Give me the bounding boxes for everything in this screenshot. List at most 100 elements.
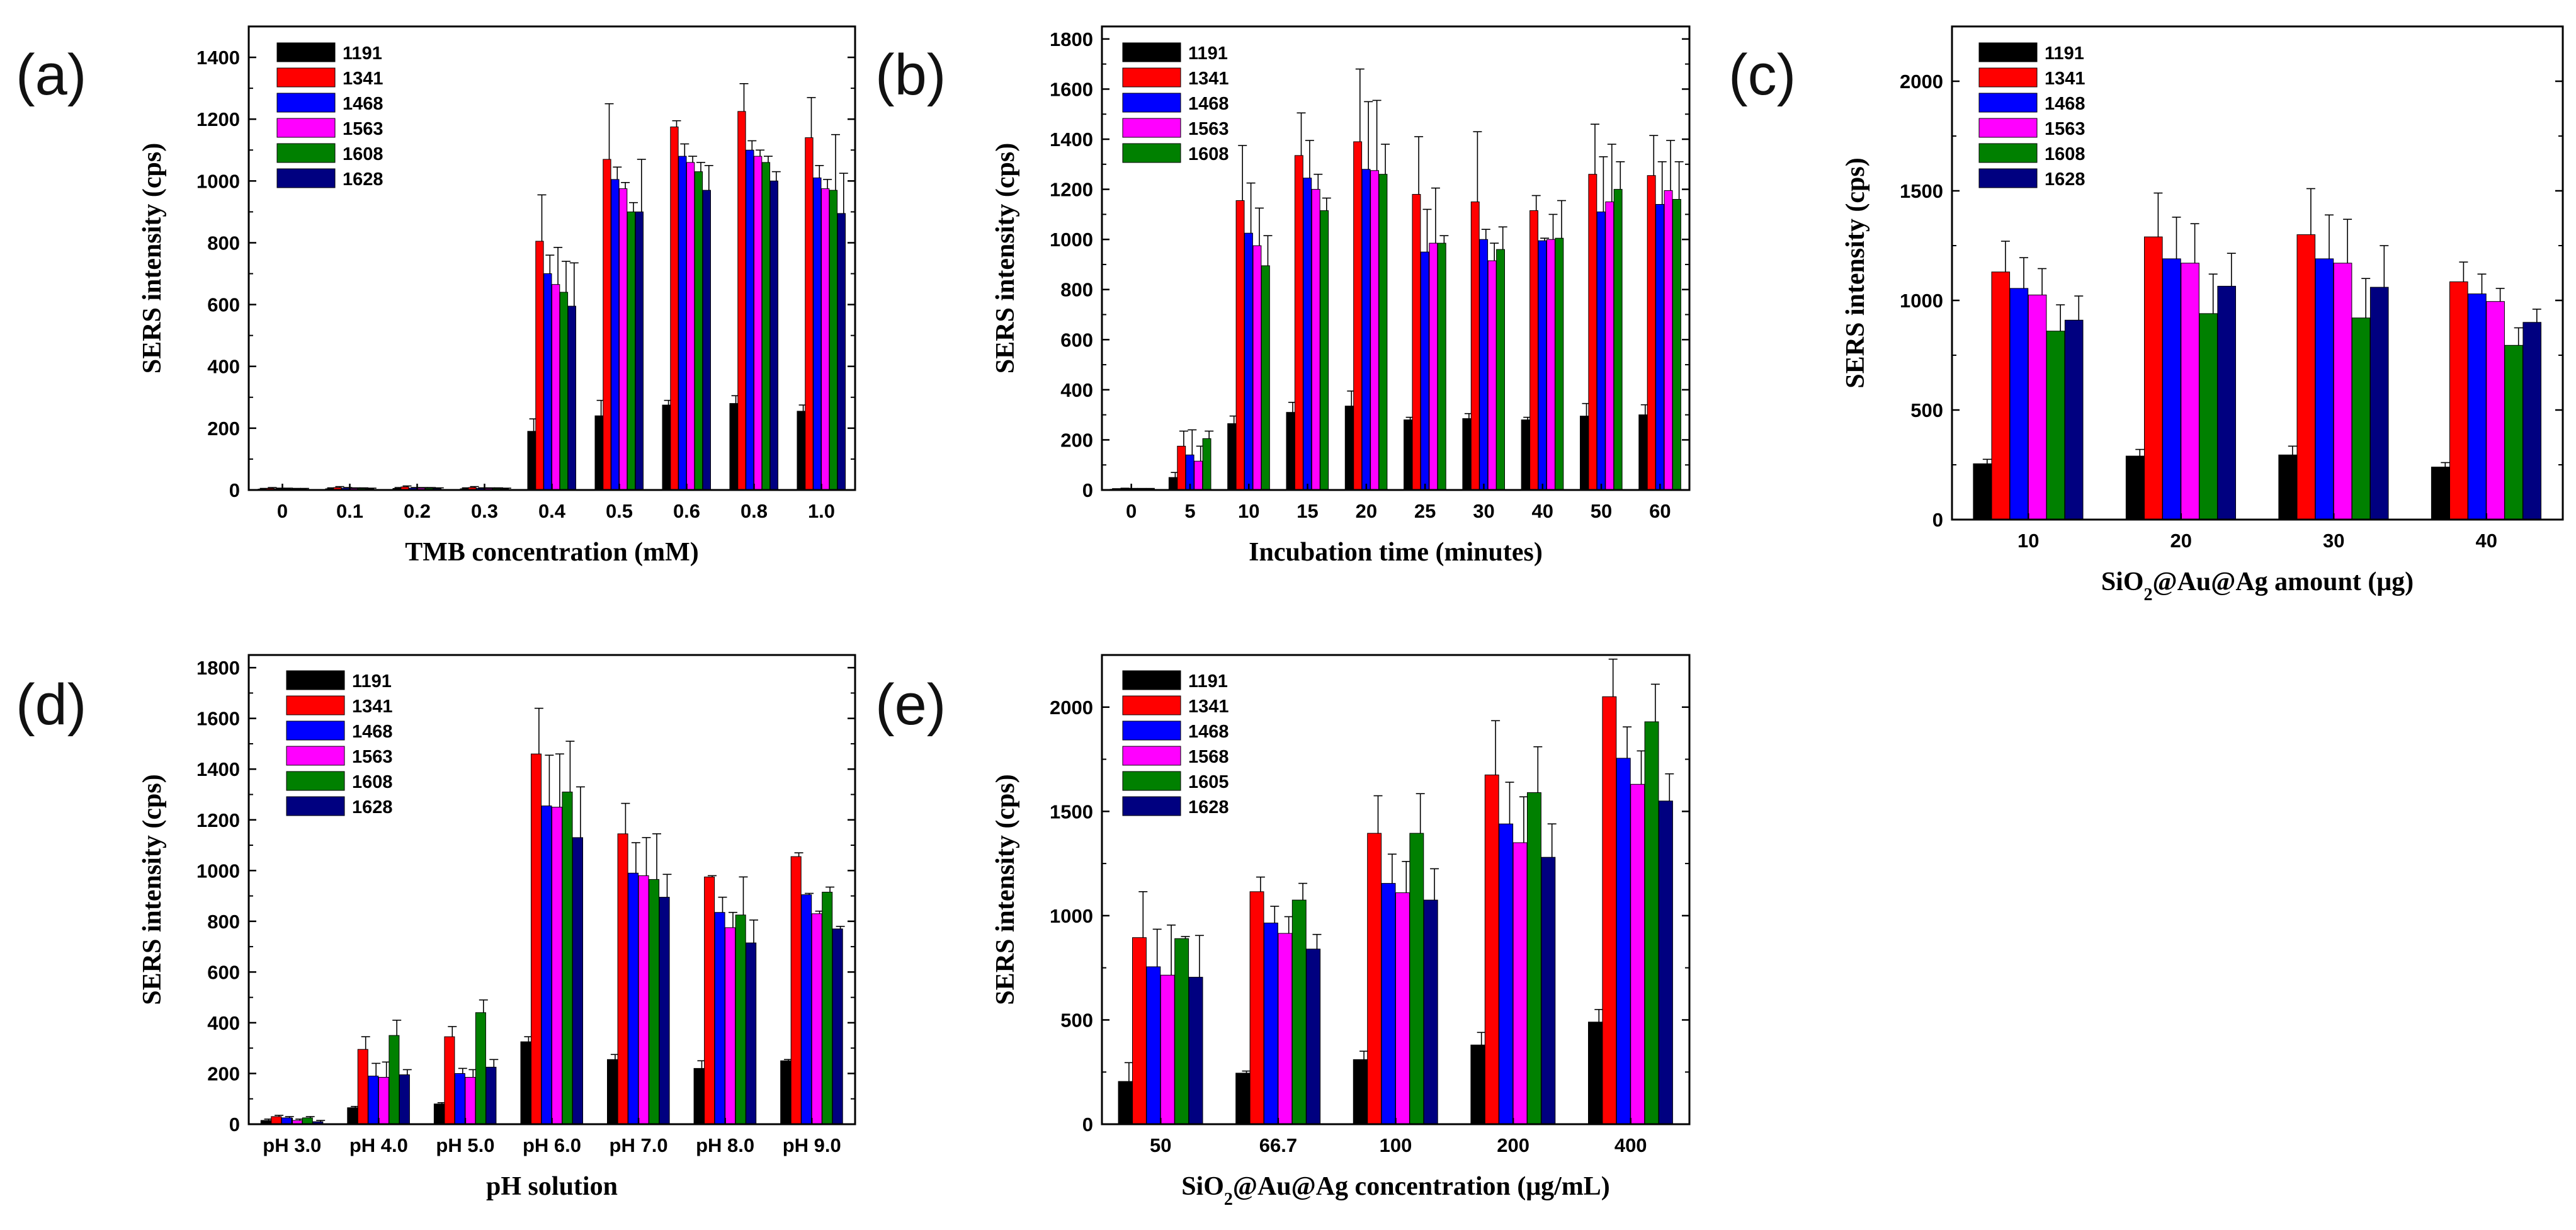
bar-1191-40 xyxy=(2431,467,2450,520)
bar-1563-pH6_0 xyxy=(552,807,562,1125)
panel-b: (b) 0 200 400 600 800 1000 1200 1400 1600 1800 0 5 10… xyxy=(875,25,1691,567)
bar-1563-60 xyxy=(1664,190,1673,491)
x-axis-title: TMB concentration (mM) xyxy=(405,538,699,567)
bar-1191-10 xyxy=(1973,463,1992,520)
y-tick-label: 1000 xyxy=(1050,905,1093,927)
legend-swatch-1628 xyxy=(1978,168,2038,188)
x-axis-title-part: SiO xyxy=(1181,1172,1224,1201)
bar-1341-pH3_0 xyxy=(271,1116,282,1125)
x-tick-label: 10 xyxy=(1238,500,1259,522)
legend-label: 1468 xyxy=(1188,94,1229,114)
bar-1628-40 xyxy=(2522,322,2541,520)
legend-swatch-1468 xyxy=(1122,93,1181,113)
legend-label: 1628 xyxy=(2045,169,2085,190)
bar-1628-0_4 xyxy=(567,305,577,491)
x-tick-label: 40 xyxy=(1532,500,1553,522)
bar-1468-20 xyxy=(1361,169,1371,491)
x-tick-label: 1.0 xyxy=(808,500,835,522)
bar-1468-pH7_0 xyxy=(628,872,639,1125)
x-axis-title-part: @Au@Ag concentration (μg/mL) xyxy=(1233,1172,1610,1201)
bar-1568-200 xyxy=(1512,842,1528,1125)
legend-label: 1563 xyxy=(343,119,383,139)
bar-1608-20 xyxy=(2199,313,2218,520)
legend-swatch-1341 xyxy=(1978,67,2038,88)
panel-e: (e) 0 500 1000 1500 2000 50 66.7 100 200 400 SERS i… xyxy=(875,654,1691,1209)
y-tick-label: 1400 xyxy=(1050,128,1093,151)
bar-1468-10 xyxy=(1244,232,1253,491)
x-axis-title: SiO2@Au@Ag concentration (μg/mL) xyxy=(1181,1172,1610,1209)
bar-1608-5 xyxy=(1202,438,1211,491)
legend-swatch-1608 xyxy=(1122,143,1181,163)
x-tick-label: 0.3 xyxy=(471,500,498,522)
x-tick-label: pH 4.0 xyxy=(349,1134,408,1156)
bar-1341-66_7 xyxy=(1249,891,1264,1125)
x-tick-label: 40 xyxy=(2476,530,2497,552)
bar-1468-200 xyxy=(1499,823,1514,1125)
y-axis-title: SERS intensity (cps) xyxy=(991,774,1020,1005)
bar-1341-20 xyxy=(1353,141,1363,491)
x-axis-title-part: 2 xyxy=(2144,585,2153,605)
bar-1341-40 xyxy=(1529,210,1539,491)
bar-1563-0_8 xyxy=(754,156,763,491)
bar-1468-60 xyxy=(1655,204,1665,491)
x-tick-label: 200 xyxy=(1497,1134,1529,1156)
legend-label: 1468 xyxy=(2045,94,2085,114)
x-axis-title: Incubation time (minutes) xyxy=(1249,538,1543,567)
bar-1468-400 xyxy=(1616,758,1631,1125)
bar-1563-20 xyxy=(2181,263,2199,520)
bar-1468-0_5 xyxy=(611,179,620,491)
bar-1341-25 xyxy=(1412,194,1421,491)
bar-1468-10 xyxy=(2009,288,2029,520)
bar-1608-pH3_0 xyxy=(302,1117,313,1125)
legend-swatch-1628 xyxy=(1122,796,1181,816)
bar-1568-50 xyxy=(1160,974,1175,1125)
bar-1628-66_7 xyxy=(1306,948,1321,1125)
legend-swatch-1563 xyxy=(276,118,336,138)
bar-1341-10 xyxy=(1235,200,1245,491)
y-tick-label: 1000 xyxy=(196,170,240,192)
bar-1468-pH4_0 xyxy=(368,1076,379,1125)
bar-1468-0_6 xyxy=(678,156,687,491)
bar-1341-30 xyxy=(1470,202,1480,491)
bar-1341-pH8_0 xyxy=(704,876,715,1125)
y-tick-label: 0 xyxy=(229,1113,240,1136)
x-axis-title-part: @Au@Ag amount (μg) xyxy=(2153,567,2414,596)
legend-label: 1341 xyxy=(352,697,393,717)
legend-swatch-1628 xyxy=(276,168,336,188)
bar-1563-pH9_0 xyxy=(811,913,822,1125)
legend-label: 1608 xyxy=(1188,144,1229,164)
bar-1468-1_0 xyxy=(813,177,822,491)
x-tick-label: 25 xyxy=(1414,500,1436,522)
bar-1563-0_5 xyxy=(619,188,628,491)
y-tick-label: 2000 xyxy=(1900,71,1943,93)
bar-1605-400 xyxy=(1644,721,1659,1125)
y-tick-label: 1000 xyxy=(1900,290,1943,312)
bar-1628-pH7_0 xyxy=(659,897,670,1125)
y-tick-label: 1500 xyxy=(1900,180,1943,202)
bar-1628-pH9_0 xyxy=(832,928,843,1125)
bar-1608-0_5 xyxy=(627,211,636,491)
y-tick-label: 1800 xyxy=(1050,28,1093,50)
legend-label: 1341 xyxy=(343,69,383,89)
y-tick-label: 800 xyxy=(1060,279,1093,301)
bar-1608-pH9_0 xyxy=(822,892,833,1125)
bar-1191-30 xyxy=(2278,454,2297,520)
bar-1468-15 xyxy=(1303,178,1312,491)
y-axis-title: SERS intensity (cps) xyxy=(138,143,167,373)
legend-swatch-1341 xyxy=(286,695,345,715)
legend-label: 1468 xyxy=(352,722,393,742)
legend-label: 1191 xyxy=(343,43,382,64)
legend-swatch-1468 xyxy=(1978,93,2038,113)
legend-label: 1608 xyxy=(352,772,393,792)
x-tick-label: 0.2 xyxy=(404,500,431,522)
bar-1191-25 xyxy=(1404,419,1413,491)
bar-1563-5 xyxy=(1194,460,1203,491)
bar-1628-pH6_0 xyxy=(572,837,583,1125)
x-axis-title: SiO2@Au@Ag amount (μg) xyxy=(2101,567,2414,605)
bar-1191-66_7 xyxy=(1235,1073,1251,1125)
y-tick-label: 200 xyxy=(1060,429,1093,451)
bar-1605-100 xyxy=(1409,833,1424,1125)
bar-1341-100 xyxy=(1367,833,1382,1125)
x-tick-label: 10 xyxy=(2017,530,2039,552)
bar-1608-50 xyxy=(1613,189,1623,491)
